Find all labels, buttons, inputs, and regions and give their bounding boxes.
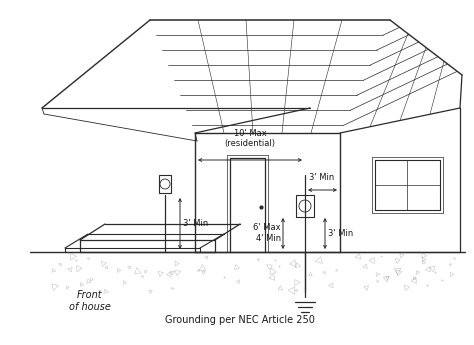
Text: Grounding per NEC Article 250: Grounding per NEC Article 250 — [165, 315, 315, 325]
Text: 10' Max
(residential): 10' Max (residential) — [225, 129, 275, 148]
Text: 3' Min: 3' Min — [328, 228, 353, 237]
Text: Front
of house: Front of house — [69, 290, 111, 312]
Text: 3' Min: 3' Min — [310, 173, 335, 182]
Text: 6' Max
4' Min: 6' Max 4' Min — [254, 223, 281, 243]
Text: 3' Min: 3' Min — [183, 218, 208, 227]
Bar — [296, 195, 314, 217]
Bar — [159, 175, 171, 193]
